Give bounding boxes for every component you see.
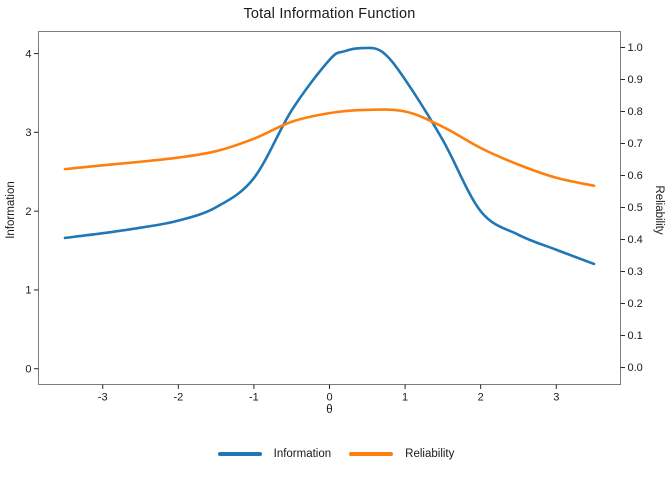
y-right-tick-label: 0.5 — [628, 202, 643, 214]
y-right-tick-label: 0.8 — [628, 106, 643, 118]
legend: Information Reliability — [0, 444, 672, 464]
y-right-tick-label: 0.7 — [628, 138, 643, 150]
y-left-tick-label: 3 — [25, 127, 31, 139]
information-curve — [63, 46, 596, 266]
y-left-tick-label: 1 — [25, 285, 31, 297]
chart-title: Total Information Function — [243, 6, 416, 22]
x-tick-label: 1 — [402, 392, 408, 404]
y-left-tick-label: 0 — [25, 363, 31, 375]
x-tick-label: -3 — [98, 392, 108, 404]
y-left-tick-label: 4 — [25, 48, 31, 60]
x-tick-label: -1 — [249, 392, 259, 404]
x-tick-label: 3 — [553, 392, 559, 404]
y-right-tick-label: 0.1 — [628, 330, 643, 342]
legend-item-information: Information — [217, 448, 332, 460]
x-axis-label: θ — [326, 404, 333, 416]
y-right-tick-label: 0.6 — [628, 170, 643, 182]
y-left-tick-label: 2 — [25, 206, 31, 218]
y-right-tick-label: 0.4 — [628, 234, 643, 246]
information-line-swatch — [217, 452, 262, 456]
legend-item-reliability: Reliability — [349, 448, 454, 460]
x-tick-label: 0 — [326, 392, 332, 404]
y-right-tick-label: 0.2 — [628, 298, 643, 310]
reliability-line-swatch — [349, 452, 394, 456]
y-axis-label-right: Reliability — [653, 185, 665, 235]
y-right-tick-label: 0.3 — [628, 266, 643, 278]
y-axis-label-left: Information — [5, 181, 17, 239]
reliability-curve — [63, 108, 596, 188]
plot-frame — [38, 31, 621, 385]
x-tick-label: -2 — [173, 392, 183, 404]
x-tick-label: 2 — [478, 392, 484, 404]
y-right-tick-label: 1.0 — [628, 42, 643, 54]
y-right-tick-label: 0.9 — [628, 74, 643, 86]
y-right-tick-label: 0.0 — [628, 362, 643, 374]
legend-label-reliability: Reliability — [405, 448, 455, 460]
legend-label-information: Information — [273, 448, 332, 460]
